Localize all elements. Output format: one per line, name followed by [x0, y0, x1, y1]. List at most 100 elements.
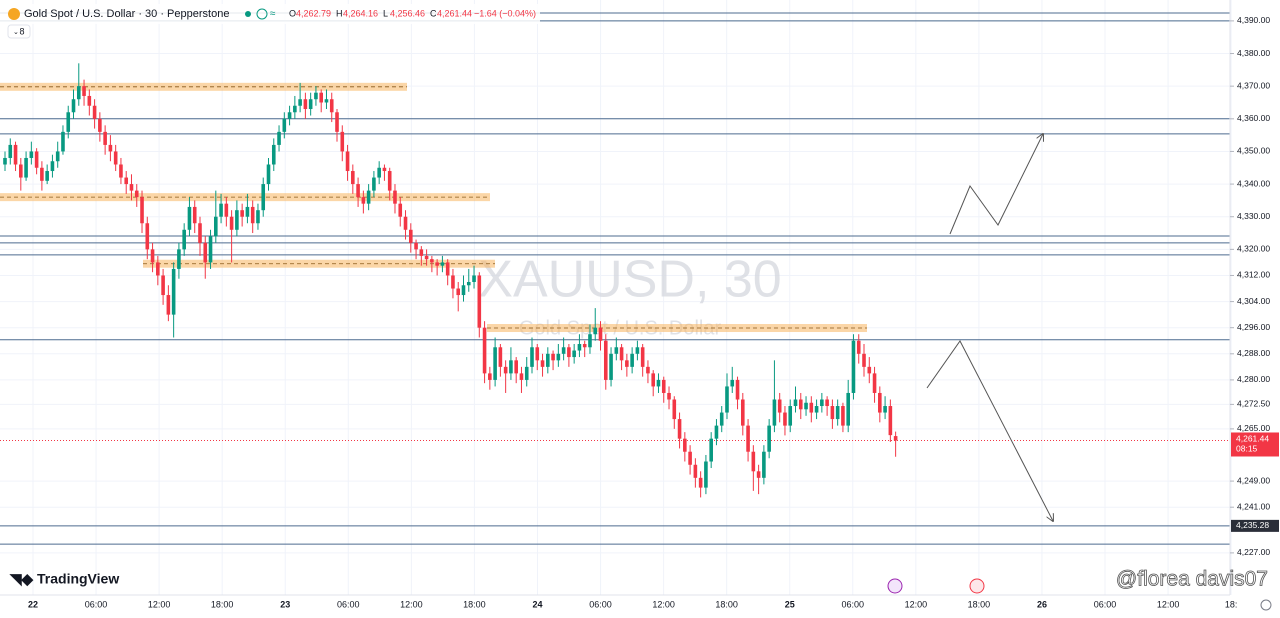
x-tick-label: 06:00 [1094, 599, 1117, 609]
candle-body [366, 190, 371, 204]
line-price-tag [1231, 519, 1279, 532]
x-tick-label: 12:00 [148, 599, 171, 609]
indicator-toggle[interactable] [7, 24, 31, 39]
price-axis: 4,390.00 4,380.00 4,370.00 4,360.00 4,350.00… [1230, 15, 1279, 557]
brand-icon: ◥◆ [9, 571, 34, 588]
candle-body [293, 105, 297, 113]
candle-body [561, 347, 566, 354]
author-watermark: @florea davis07 [1116, 568, 1268, 591]
symbol-icon [8, 8, 20, 20]
candle-body [356, 184, 360, 198]
candle-body [214, 216, 218, 237]
x-tick-label: 06:00 [337, 599, 360, 609]
candle-body [430, 259, 434, 263]
y-tick-label: 4,280.00 [1237, 374, 1270, 384]
candle-body [140, 197, 144, 224]
last-price-label: 4,261.44 [1236, 434, 1269, 444]
candle-body [124, 177, 129, 185]
candle-body [651, 373, 656, 387]
candle-body [688, 451, 692, 465]
candle-body [87, 95, 92, 106]
candle-body [588, 334, 592, 348]
candle-body [108, 144, 113, 152]
candle-body [66, 112, 71, 132]
candle-body [393, 190, 397, 204]
candle-body [361, 197, 366, 204]
candle-body [308, 99, 313, 110]
candle-body [872, 373, 877, 393]
overlays [0, 12, 1230, 545]
projection-down [926, 340, 1053, 521]
candle-body [329, 99, 334, 113]
y-tick-label: 4,296.00 [1237, 322, 1270, 332]
candle-body [150, 249, 155, 263]
brand: TradingView [37, 571, 119, 587]
y-tick-label: 4,312.00 [1237, 270, 1270, 280]
status-icon [256, 8, 268, 20]
header-bg [0, 4, 540, 24]
candle-body [804, 402, 808, 410]
candle-body [29, 151, 34, 158]
candle-body [271, 144, 276, 165]
candle-body [735, 379, 740, 400]
x-tick-label: 12:00 [1157, 599, 1180, 609]
candle-body [208, 236, 213, 263]
candle-body [514, 360, 518, 374]
change-text: −1.64 (−0.04%) [474, 8, 536, 18]
candle-body [40, 167, 44, 181]
last-price-tag [1231, 432, 1279, 457]
candle-body [809, 402, 814, 413]
candle-body [683, 438, 687, 452]
candle-body [198, 223, 202, 243]
candle-body [303, 99, 308, 110]
candle-body [825, 399, 829, 407]
candle-body [867, 366, 872, 374]
candle-body [835, 406, 840, 420]
settings-icon[interactable] [1260, 599, 1272, 611]
candle-body [783, 412, 787, 426]
x-tick-label: 06:00 [85, 599, 108, 609]
ohlc-values: O 4,262.79 H 4,264.16 L 4,256.46 C 4,261.44 [289, 8, 472, 18]
candle-body [113, 151, 118, 165]
candle-body [314, 92, 318, 100]
y-tick-label: 4,241.00 [1237, 501, 1270, 511]
candle-body [472, 275, 476, 282]
candle-body [498, 347, 503, 367]
status-approx: ≈ [270, 9, 276, 20]
x-tick-label: 18:00 [715, 599, 738, 609]
candle-body [324, 99, 329, 103]
candle-body [55, 151, 60, 162]
flag-icon[interactable] [969, 578, 985, 594]
event-icon[interactable] [887, 578, 903, 594]
candle-body [82, 86, 86, 96]
candle-body [741, 399, 745, 426]
x-tick-label: 06:00 [589, 599, 612, 609]
candle-body [134, 190, 139, 198]
candle-body [862, 353, 866, 367]
candle-body [235, 210, 239, 230]
y-tick-label: 4,249.00 [1237, 475, 1270, 485]
candle-body [477, 275, 482, 328]
candle-body [677, 419, 682, 439]
candle-body [630, 353, 634, 367]
candle-body [551, 353, 555, 361]
candle-body [219, 203, 223, 217]
candle-body [377, 167, 381, 178]
candle-body [71, 99, 76, 113]
candle-body [893, 436, 898, 441]
candle-body [709, 438, 713, 462]
x-tick-label: 26 [1037, 599, 1047, 609]
candle-body [509, 360, 513, 374]
indicator-count: 8 [19, 26, 24, 36]
y-tick-label: 4,360.00 [1237, 113, 1270, 123]
candle-body [878, 392, 882, 413]
candle-body [229, 216, 234, 230]
candle-body [535, 347, 540, 361]
candle-body [129, 184, 134, 191]
candle-body [345, 151, 350, 172]
candle-body [13, 144, 18, 165]
candle-body [34, 151, 39, 168]
candle-body [414, 242, 418, 250]
candle-body [493, 347, 497, 380]
candle-body [119, 164, 123, 178]
